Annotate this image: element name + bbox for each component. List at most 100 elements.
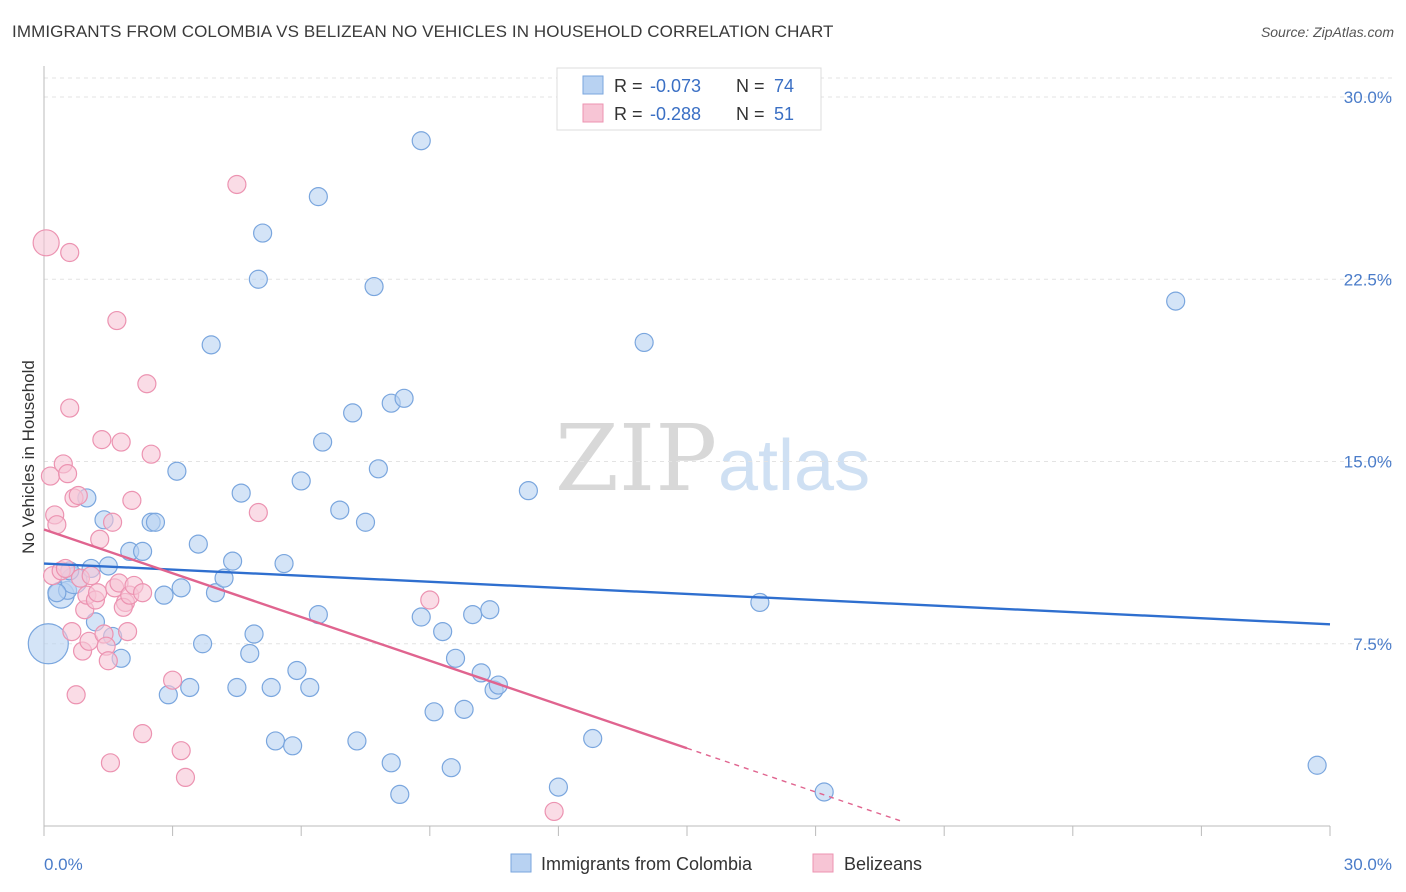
- stats-legend-n-value: 74: [774, 76, 794, 96]
- data-point: [87, 583, 108, 603]
- data-point: [47, 583, 67, 603]
- data-point: [291, 471, 311, 491]
- data-point: [122, 490, 142, 510]
- data-point: [132, 541, 153, 562]
- data-point: [390, 784, 410, 805]
- data-point: [240, 643, 260, 664]
- data-point: [201, 335, 221, 355]
- legend-swatch-colombia: [510, 853, 532, 873]
- data-point: [102, 512, 123, 532]
- data-point: [154, 585, 174, 605]
- stats-legend-n-label: N =: [736, 104, 765, 124]
- chart-title: IMMIGRANTS FROM COLOMBIA VS BELIZEAN NO …: [12, 22, 834, 41]
- data-point: [214, 568, 234, 588]
- regression-line-extension: [686, 747, 902, 822]
- watermark: ZIP atlas: [555, 405, 870, 512]
- data-point: [171, 741, 191, 761]
- y-tick-label: 30.0%: [1344, 88, 1392, 107]
- data-point: [111, 432, 131, 452]
- data-point: [583, 728, 603, 749]
- stats-legend-r-label: R =: [614, 104, 643, 124]
- data-point: [132, 724, 153, 744]
- grid: [44, 77, 1392, 645]
- data-point: [343, 403, 363, 423]
- data-point: [634, 332, 654, 353]
- data-point: [355, 512, 376, 532]
- data-point: [62, 621, 82, 642]
- data-point: [107, 310, 127, 331]
- stats-legend-n-value: 51: [774, 104, 794, 124]
- y-tick-label: 22.5%: [1344, 270, 1392, 289]
- data-point: [411, 131, 431, 151]
- stats-legend-r-label: R =: [614, 76, 643, 96]
- data-point: [27, 623, 69, 665]
- stats-legend: R = -0.073 N = 74 R = -0.288 N = 51: [556, 67, 822, 131]
- data-point: [445, 648, 466, 668]
- watermark-zip: ZIP: [555, 405, 717, 512]
- series-legend: Immigrants from Colombia Belizeans: [510, 853, 922, 874]
- data-point: [132, 583, 153, 603]
- regression-line: [43, 562, 1331, 626]
- data-point: [137, 374, 157, 394]
- regression-line: [43, 528, 688, 750]
- data-point: [441, 758, 461, 778]
- data-point: [68, 485, 88, 506]
- stats-legend-swatch-pink: [582, 103, 604, 123]
- stats-legend-r-value: -0.288: [650, 104, 701, 124]
- data-point: [274, 553, 294, 574]
- watermark-atlas: atlas: [718, 426, 870, 506]
- data-point: [330, 500, 350, 520]
- data-point: [60, 242, 80, 263]
- data-point: [300, 677, 320, 698]
- data-point: [188, 534, 208, 554]
- data-point: [265, 731, 286, 751]
- data-point: [227, 677, 247, 698]
- data-point: [60, 398, 80, 418]
- data-point: [381, 753, 401, 773]
- data-point: [117, 621, 138, 642]
- legend-swatch-belizeans: [812, 853, 834, 873]
- data-point: [244, 624, 264, 644]
- series-pink-points: [32, 174, 564, 822]
- data-point: [1166, 291, 1186, 311]
- data-point: [544, 801, 564, 822]
- data-point: [364, 276, 384, 297]
- data-point: [518, 481, 538, 501]
- data-point: [57, 464, 78, 484]
- data-point: [145, 512, 166, 532]
- data-point: [411, 607, 431, 627]
- data-point: [261, 677, 281, 698]
- data-point: [814, 782, 834, 802]
- data-point: [394, 388, 414, 408]
- data-point: [454, 699, 474, 719]
- data-point: [231, 483, 251, 503]
- data-point: [347, 731, 367, 751]
- legend-label-belizeans: Belizeans: [844, 854, 922, 874]
- regression-lines: [43, 528, 1331, 822]
- data-point: [548, 777, 569, 797]
- data-point: [248, 502, 268, 523]
- data-point: [66, 685, 86, 705]
- data-point: [163, 670, 183, 690]
- data-point: [175, 767, 196, 788]
- data-point: [98, 651, 118, 671]
- data-point: [100, 753, 121, 773]
- y-axis-label: No Vehicles in Household: [19, 360, 38, 554]
- data-point: [420, 590, 440, 610]
- data-point: [433, 621, 453, 642]
- data-point: [223, 551, 243, 571]
- data-point: [463, 604, 483, 625]
- data-point: [81, 566, 101, 586]
- legend-label-colombia: Immigrants from Colombia: [541, 854, 753, 874]
- source-label: Source: ZipAtlas.com: [1260, 24, 1394, 40]
- data-point: [248, 269, 268, 289]
- data-point: [227, 174, 247, 195]
- data-point: [141, 444, 161, 464]
- data-point: [480, 600, 500, 620]
- data-point: [32, 229, 60, 257]
- stats-legend-swatch-blue: [582, 75, 604, 95]
- data-point: [308, 187, 328, 207]
- stats-legend-n-label: N =: [736, 76, 765, 96]
- data-point: [92, 430, 112, 450]
